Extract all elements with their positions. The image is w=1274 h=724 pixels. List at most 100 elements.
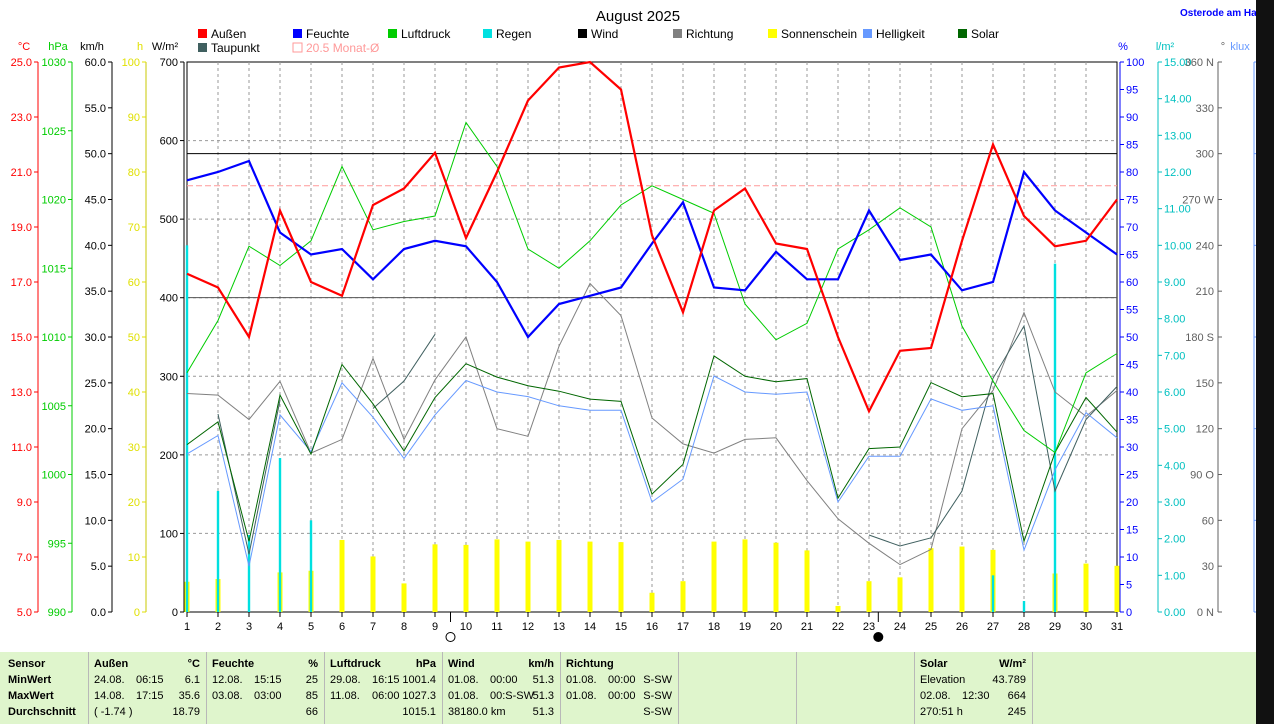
y-tick-label-left: 55.0	[85, 103, 106, 115]
y-tick-label-right: 90	[1126, 112, 1138, 124]
y-tick-label-left: 995	[48, 538, 66, 550]
x-tick-label: 8	[401, 621, 407, 633]
legend-swatch-7	[863, 29, 872, 38]
x-tick-label: 24	[894, 621, 906, 633]
stats-richtung-time: 00:00	[608, 674, 636, 686]
x-tick-label: 28	[1018, 621, 1030, 633]
x-tick-label: 12	[522, 621, 534, 633]
y-tick-label-right: 30	[1126, 442, 1138, 454]
y-tick-label-right: 65	[1126, 250, 1138, 262]
stats-feuchte-time: 15:15	[254, 674, 282, 686]
moon-new-icon	[873, 632, 884, 642]
sunshine-bar	[401, 583, 407, 612]
y-tick-label-left: 1005	[42, 401, 66, 413]
y-tick-label-right: 30	[1202, 561, 1214, 573]
y-tick-label-right: 300	[1196, 149, 1214, 161]
x-tick-label: 15	[615, 621, 627, 633]
y-tick-label-left: 50	[128, 332, 140, 344]
sunshine-bar	[897, 577, 903, 612]
sunshine-bar	[928, 548, 934, 612]
stats-wind-date: 38180.0 km	[448, 706, 506, 718]
x-tick-label: 25	[925, 621, 937, 633]
stats-richtung-value: S-SW	[643, 674, 672, 686]
sunshine-bar	[804, 550, 810, 612]
stats-col-wind	[442, 652, 561, 724]
sunshine-bar	[618, 542, 624, 612]
y-tick-label-left: 990	[48, 607, 66, 619]
bar-layer	[184, 245, 1120, 613]
x-tick-label: 31	[1111, 621, 1123, 633]
stats-luftdruck-time: 06:00	[372, 690, 400, 702]
y-tick-label-right: 9.00	[1164, 277, 1185, 289]
y-tick-label-left: 100	[122, 57, 140, 69]
y-tick-label-right: 5	[1126, 580, 1132, 592]
y-tick-label-left: 10	[128, 552, 140, 564]
stats-solar-value: 245	[1007, 706, 1026, 718]
y-tick-label-left: 0.0	[91, 607, 106, 619]
legend-label-2: Luftdruck	[401, 27, 451, 41]
y-tick-label-right: 90 O	[1190, 470, 1214, 482]
weather-chart: 1 2 3 4 5 6 7 8 9 10 11 12 13 14 15 16 17 18 19 20 21 22 23 24 2…	[11, 8, 1274, 642]
sunshine-bar	[680, 581, 686, 612]
series-line-helligkeit	[186, 375, 1118, 567]
legend-swatch-4	[578, 29, 587, 38]
y-tick-label-left: 30.0	[85, 332, 106, 344]
stats-feuchte-time: 03:00	[254, 690, 282, 702]
x-tick-label: 9	[432, 621, 438, 633]
x-tick-label: 11	[491, 621, 502, 633]
stats-feuchte-date: 12.08.	[212, 674, 243, 686]
y-axis-unit-right-3: klux	[1230, 41, 1250, 53]
y-tick-label-right: 100	[1126, 57, 1144, 69]
y-axis-unit-left-0: °C	[18, 41, 30, 53]
y-tick-label-left: 700	[160, 57, 178, 69]
y-axis-unit-right-1: l/m²	[1156, 41, 1175, 53]
y-tick-label-right: 40	[1126, 387, 1138, 399]
y-tick-label-left: 17.0	[11, 277, 32, 289]
x-tick-label: 17	[677, 621, 689, 633]
x-tick-label: 30	[1080, 621, 1092, 633]
stats-richtung-value: S-SW	[643, 706, 672, 718]
series-line-feuchte	[186, 159, 1118, 339]
legend-label-10: 20.5 Monat-Ø	[306, 41, 379, 55]
stats-col-empty-2	[796, 652, 915, 724]
stats-solar-date: Elevation	[920, 674, 966, 686]
y-tick-label-right: 5.00	[1164, 424, 1185, 436]
stats-sensor-header: Sensor	[8, 658, 46, 670]
y-axis-unit-right-0: %	[1118, 41, 1128, 53]
x-tick-label: 19	[739, 621, 751, 633]
stats-richtung-time: 00:00	[608, 690, 636, 702]
y-tick-label-right: 45	[1126, 360, 1138, 372]
y-tick-label-left: 1000	[42, 470, 66, 482]
series-line-taupunkt	[372, 334, 436, 409]
stats-aussen-header: Außen	[94, 658, 129, 670]
x-tick-label: 29	[1049, 621, 1061, 633]
y-tick-label-right: 95	[1126, 85, 1138, 97]
y-tick-label-right: 6.00	[1164, 387, 1185, 399]
y-tick-label-left: 30	[128, 442, 140, 454]
stats-wind-time: 00:00	[490, 674, 518, 686]
y-tick-label-right: 270 W	[1182, 195, 1214, 207]
window-edge	[1256, 0, 1274, 724]
y-tick-label-right: 15.00	[1164, 57, 1192, 69]
y-axis-unit-left-4: W/m²	[152, 41, 179, 53]
stats-solar-time: 12:30	[962, 690, 990, 702]
stats-col-empty-1	[678, 652, 797, 724]
y-tick-label-left: 600	[160, 136, 178, 148]
y-tick-label-left: 15.0	[11, 332, 32, 344]
sunshine-bar	[1083, 563, 1089, 612]
y-tick-label-right: 1.00	[1164, 570, 1185, 582]
stats-luftdruck-unit: hPa	[415, 658, 436, 670]
y-tick-label-right: 50	[1126, 332, 1138, 344]
y-tick-label-right: 15	[1126, 525, 1138, 537]
y-tick-label-left: 70	[128, 222, 140, 234]
y-tick-label-left: 40.0	[85, 240, 106, 252]
y-tick-label-left: 21.0	[11, 167, 32, 179]
y-tick-label-left: 40	[128, 387, 140, 399]
location-label[interactable]: Osterode am Ha	[1180, 8, 1257, 19]
axis-layer: 1 2 3 4 5 6 7 8 9 10 11 12 13 14 15 16 17 18 19 20 21 22 23 24 2…	[11, 41, 1274, 642]
stats-solar-date: 02.08.	[920, 690, 951, 702]
sunshine-bar	[432, 544, 438, 612]
stats-solar-header: Solar	[920, 658, 948, 670]
x-tick-label: 7	[370, 621, 376, 633]
stats-luftdruck-value: 1015.1	[402, 706, 436, 718]
